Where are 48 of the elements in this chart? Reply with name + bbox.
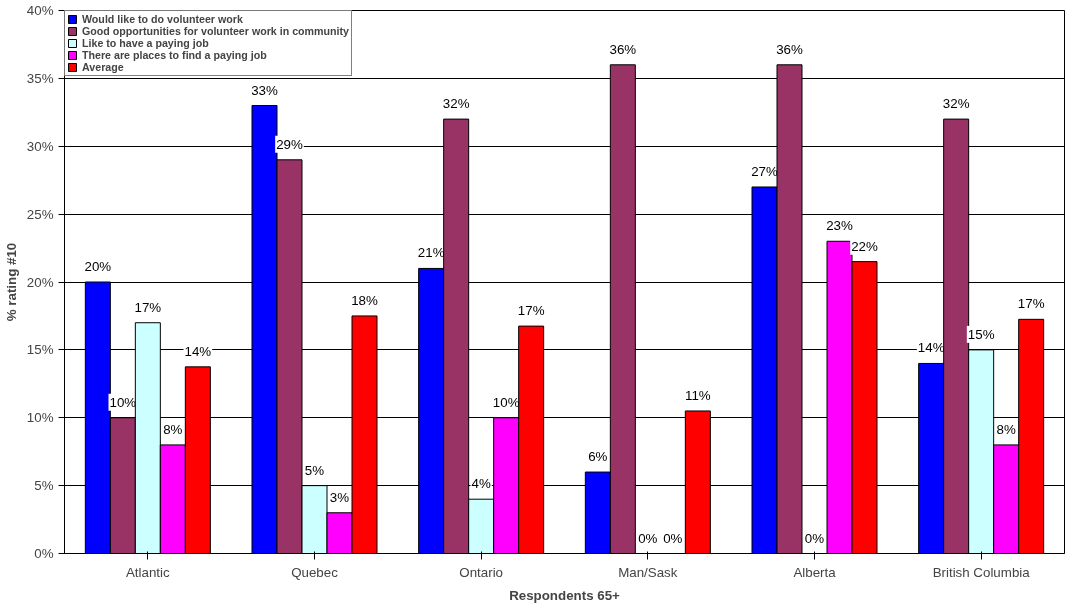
data-label: 32%: [942, 96, 970, 112]
data-label: 0%: [638, 530, 658, 546]
data-label: 29%: [276, 136, 303, 152]
y-tick-label: 25%: [26, 206, 54, 222]
data-label: 0%: [804, 530, 825, 546]
data-label: 5%: [304, 462, 325, 478]
data-label: 14%: [184, 343, 212, 359]
data-label: 36%: [776, 41, 803, 57]
data-label: 18%: [351, 292, 378, 308]
y-tick-label: 40%: [26, 3, 54, 18]
y-tick-label: 20%: [26, 274, 54, 290]
x-tick-label: Atlantic: [125, 564, 171, 580]
y-tick-label: 35%: [26, 70, 54, 86]
data-label: 27%: [751, 163, 778, 179]
legend-label: There are places to find a paying job: [82, 49, 267, 61]
data-label: 11%: [684, 387, 711, 403]
x-tick-label: Alberta: [793, 564, 837, 580]
data-label: 36%: [609, 41, 637, 57]
y-tick-label: 5%: [34, 478, 54, 494]
data-label: 17%: [1017, 296, 1045, 312]
data-label: 15%: [967, 326, 995, 342]
legend-label: Like to have a paying job: [82, 37, 209, 49]
y-tick-label: 0%: [34, 546, 54, 561]
data-label: 17%: [134, 299, 162, 315]
data-label: 23%: [826, 218, 853, 234]
x-tick-label: British Columbia: [932, 564, 1031, 580]
legend-label: Average: [82, 61, 124, 73]
data-label: 4%: [471, 476, 491, 492]
data-label: 32%: [442, 96, 470, 112]
data-label: 8%: [163, 421, 183, 437]
x-tick-label: Ontario: [459, 564, 504, 580]
data-label: 0%: [663, 530, 683, 546]
x-tick-label: Man/Sask: [618, 564, 678, 580]
y-axis-title: % rating #10: [3, 242, 19, 322]
x-tick-label: Quebec: [291, 564, 339, 580]
y-tick-label: 30%: [26, 138, 54, 154]
x-axis-title: Respondents 65+: [509, 587, 621, 603]
data-label: 20%: [84, 259, 112, 274]
data-label: 33%: [251, 82, 278, 98]
data-label: 8%: [996, 421, 1016, 437]
data-label: 22%: [851, 238, 878, 254]
data-label: 17%: [517, 303, 545, 319]
legend-label: Would like to do volunteer work: [82, 13, 243, 25]
legend-label: Good opportunities for volunteer work in community: [82, 25, 350, 37]
data-label: 3%: [329, 489, 350, 505]
y-tick-label: 15%: [26, 342, 54, 358]
data-label: 6%: [588, 449, 608, 465]
y-tick-label: 10%: [26, 410, 54, 426]
